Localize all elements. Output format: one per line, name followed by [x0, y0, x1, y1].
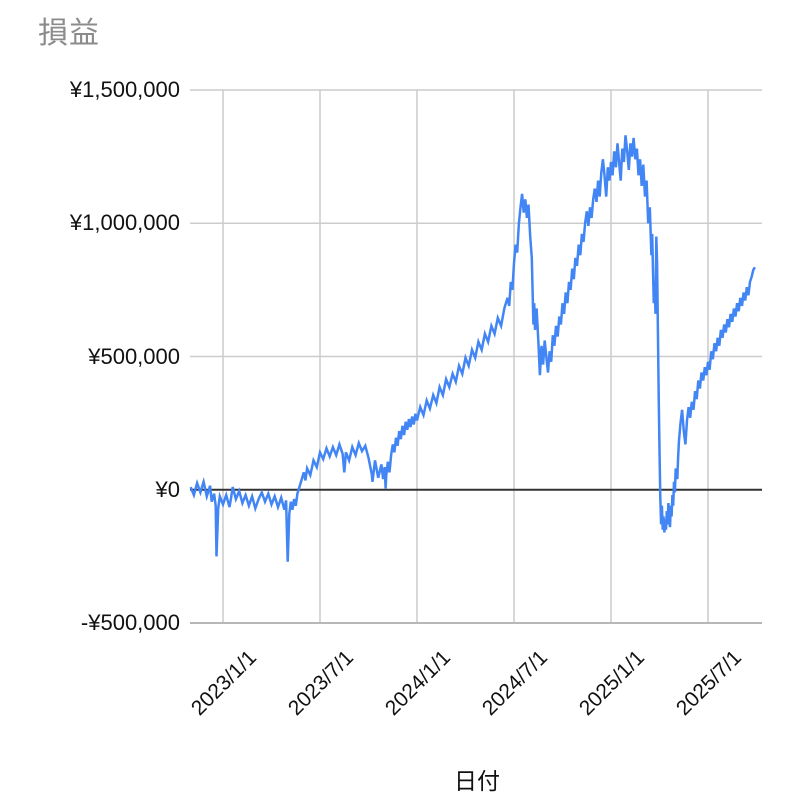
y-axis-tick-label: -¥500,000 — [80, 610, 180, 635]
y-axis-tick-label: ¥1,000,000 — [69, 210, 180, 236]
y-axis-tick-label: ¥0 — [155, 476, 180, 502]
x-axis-title: 日付 — [454, 768, 500, 794]
y-axis-tick-label: ¥1,500,000 — [69, 77, 180, 102]
y-axis-tick-label: ¥500,000 — [88, 343, 180, 369]
chart-title: 損益 — [38, 17, 100, 50]
profit-loss-series-line — [189, 135, 756, 562]
